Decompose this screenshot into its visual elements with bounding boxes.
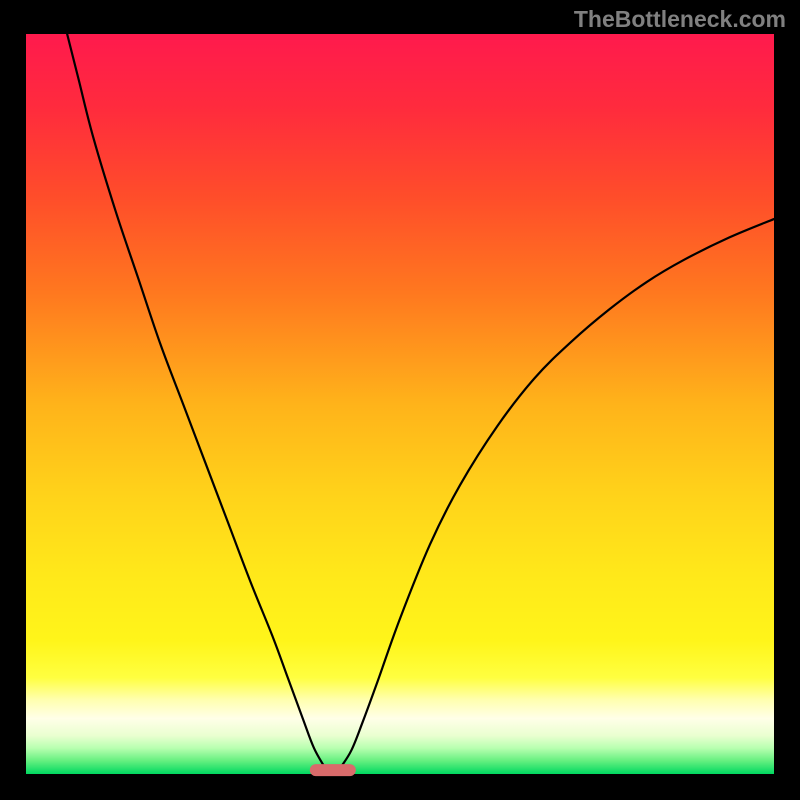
curve-left-branch <box>67 34 325 768</box>
optimal-marker <box>309 764 355 776</box>
plot-area <box>26 34 774 774</box>
bottleneck-chart: TheBottleneck.com <box>0 0 800 800</box>
curve-right-branch <box>340 219 774 768</box>
watermark-text: TheBottleneck.com <box>574 6 786 33</box>
bottleneck-curve <box>26 34 774 774</box>
